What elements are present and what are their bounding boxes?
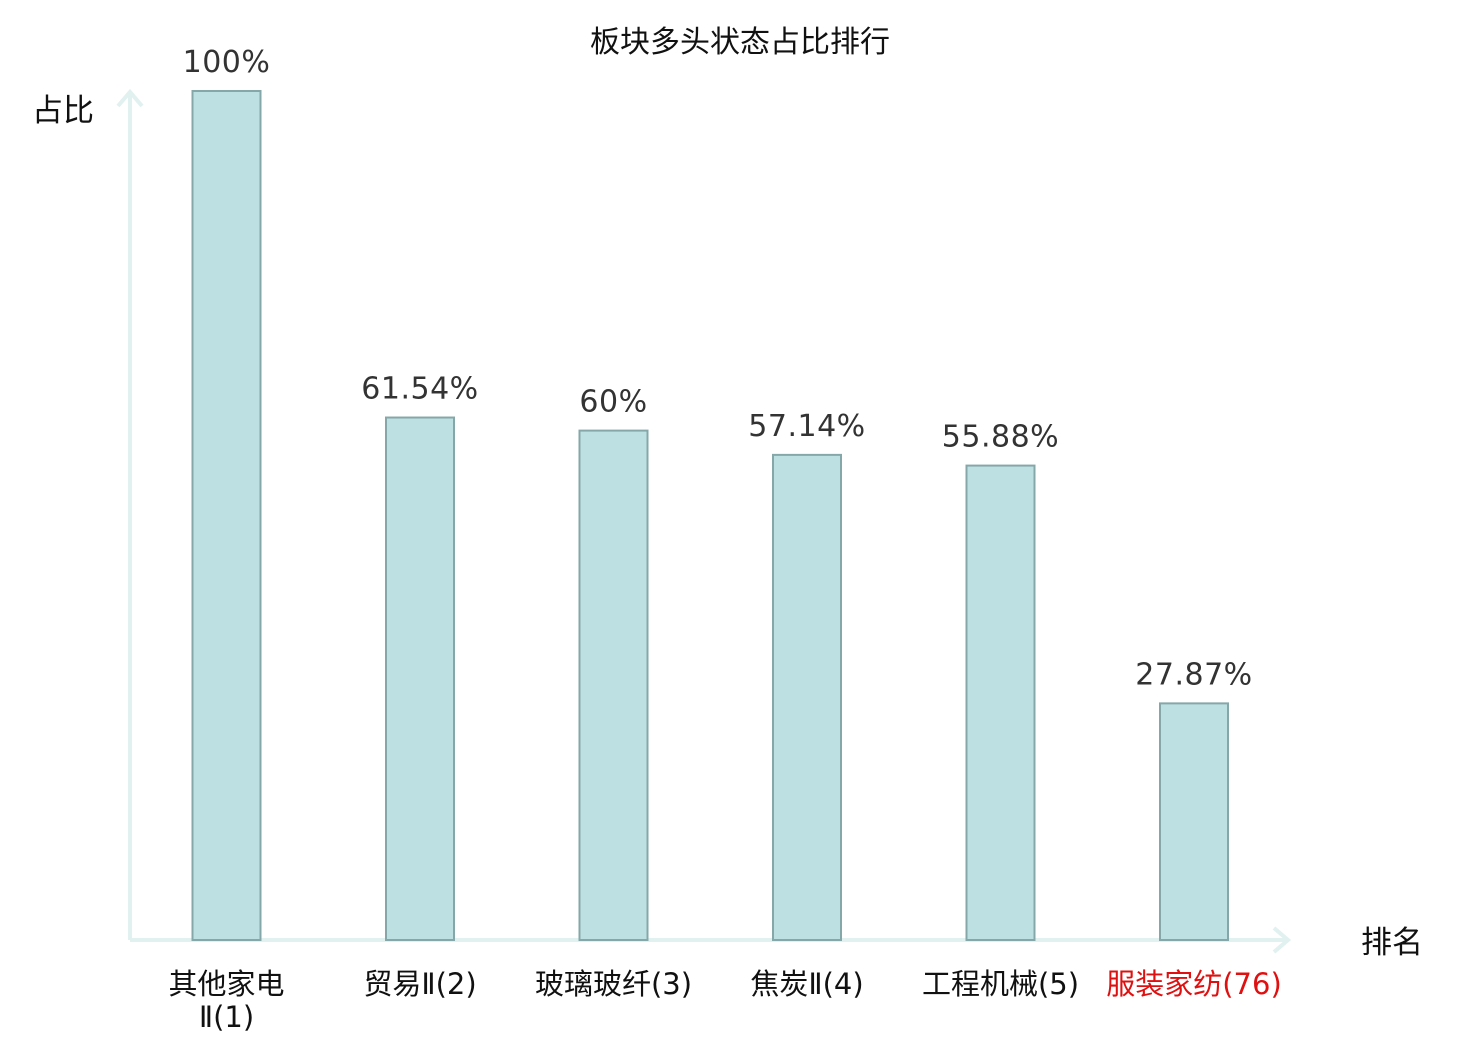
category-label-4: 焦炭Ⅱ(4) (750, 967, 863, 1001)
x-axis-label: 排名 (1361, 925, 1423, 961)
value-label-6: 27.87% (1135, 657, 1252, 692)
bar-6 (1159, 702, 1229, 942)
value-labels: 100% 61.54% 60% 57.14% 55.88% 27.87% (183, 45, 1253, 692)
value-label-2: 61.54% (361, 372, 478, 407)
bar-2 (385, 416, 455, 941)
bar-4 (772, 453, 842, 941)
value-label-5: 55.88% (942, 420, 1059, 455)
bar-series (191, 90, 1229, 942)
bar-5 (965, 464, 1036, 941)
y-axis-label: 占比 (32, 93, 94, 129)
bar-1 (191, 90, 262, 941)
bar-3 (578, 429, 649, 941)
category-label-1-line-1: 其他家电 (168, 967, 284, 1001)
category-label-2: 贸易Ⅱ(2) (363, 967, 476, 1001)
category-label-6: 服装家纺(76) (1106, 967, 1282, 1001)
category-label-5: 工程机械(5) (922, 967, 1079, 1001)
value-label-3: 60% (579, 385, 647, 420)
category-label-3: 玻璃玻纤(3) (535, 967, 692, 1001)
chart-title: 板块多头状态占比排行 (590, 25, 890, 60)
y-axis-arrow-icon (116, 88, 144, 108)
value-label-4: 57.14% (748, 409, 865, 444)
value-label-1: 100% (183, 45, 271, 80)
category-label-1-line-2: Ⅱ(1) (199, 1000, 254, 1034)
x-axis-arrow-icon (1272, 926, 1292, 954)
